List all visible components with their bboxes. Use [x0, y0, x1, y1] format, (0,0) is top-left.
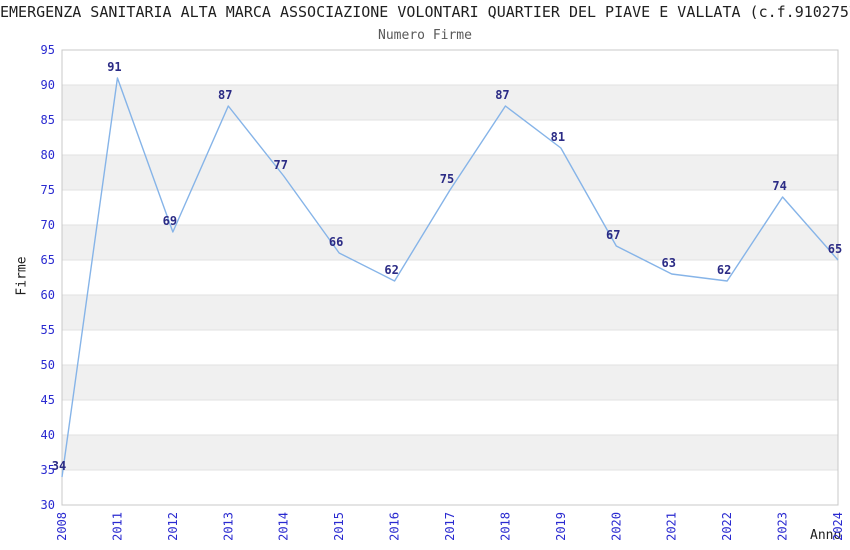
x-tick-label: 2019 [554, 512, 568, 541]
x-tick-label: 2015 [332, 512, 346, 541]
x-tick-label: 2011 [110, 512, 124, 541]
plot-band [62, 85, 838, 120]
plot-band [62, 295, 838, 330]
y-tick-label: 70 [41, 218, 55, 232]
plot-band [62, 435, 838, 470]
y-tick-label: 75 [41, 183, 55, 197]
point-label: 63 [661, 256, 675, 270]
x-tick-label: 2021 [665, 512, 679, 541]
y-tick-label: 35 [41, 463, 55, 477]
x-tick-label: 2023 [776, 512, 790, 541]
x-tick-label: 2016 [388, 512, 402, 541]
series-line [61, 77, 839, 478]
x-tick-label: 2012 [166, 512, 180, 541]
point-label: 69 [163, 214, 177, 228]
point-label: 87 [218, 88, 232, 102]
y-tick-label: 60 [41, 288, 55, 302]
plot-band [62, 365, 838, 400]
x-tick-label: 2024 [831, 512, 845, 541]
plot-border [61, 49, 839, 506]
plot-band [62, 225, 838, 260]
y-tick-label: 95 [41, 43, 55, 57]
y-tick-label: 50 [41, 358, 55, 372]
y-tick-label: 30 [41, 498, 55, 512]
x-tick-label: 2013 [221, 512, 235, 541]
x-axis-title: Anno [810, 528, 842, 543]
y-tick-label: 40 [41, 428, 55, 442]
x-tick-label: 2018 [498, 512, 512, 541]
chart-subtitle: Numero Firme [378, 28, 472, 43]
x-tick-label: 2017 [443, 512, 457, 541]
point-label: 62 [717, 263, 731, 277]
y-tick-label: 85 [41, 113, 55, 127]
point-label: 65 [828, 242, 842, 256]
y-tick-label: 55 [41, 323, 55, 337]
point-label: 74 [772, 179, 786, 193]
y-tick-label: 45 [41, 393, 55, 407]
point-label: 62 [384, 263, 398, 277]
point-label: 91 [107, 60, 121, 74]
point-label: 75 [440, 172, 454, 186]
x-tick-label: 2020 [609, 512, 623, 541]
point-label: 81 [551, 130, 565, 144]
plot-band [62, 155, 838, 190]
x-tick-label: 2008 [55, 512, 69, 541]
point-label: 34 [52, 459, 66, 473]
x-tick-label: 2022 [720, 512, 734, 541]
point-label: 77 [273, 158, 287, 172]
x-tick-label: 2014 [277, 512, 291, 541]
y-tick-label: 65 [41, 253, 55, 267]
point-label: 67 [606, 228, 620, 242]
y-tick-label: 90 [41, 78, 55, 92]
point-label: 66 [329, 235, 343, 249]
y-tick-label: 80 [41, 148, 55, 162]
chart-title: EMERGENZA SANITARIA ALTA MARCA ASSOCIAZI… [0, 3, 850, 21]
point-label: 87 [495, 88, 509, 102]
